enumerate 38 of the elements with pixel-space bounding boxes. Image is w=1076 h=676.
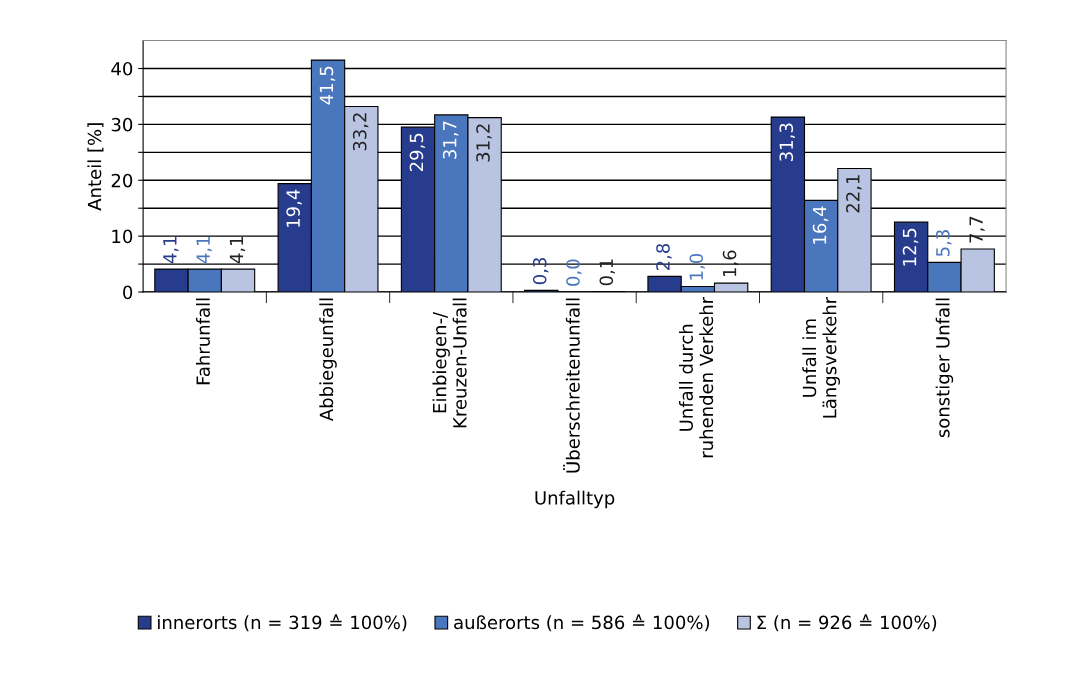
x-tick-label: Unfall im Längsverkehr	[802, 296, 840, 418]
x-tick-label: Unfall durch ruhenden Verkehr	[679, 296, 714, 458]
y-tick-label: 30	[111, 117, 133, 132]
y-tick-label: 0	[123, 285, 133, 300]
data-label: 29,5	[409, 133, 426, 172]
data-label: 12,5	[902, 228, 919, 266]
y-axis-title: Anteil [%]	[87, 123, 104, 211]
legend-label: außerorts (n = 586 ≙ 100%)	[454, 614, 710, 632]
data-label: 31,2	[476, 124, 492, 162]
x-tick-label: Abbiegeunfall	[319, 298, 337, 422]
data-label: 5,3	[936, 230, 952, 256]
x-tick-label: Fahrunfall	[196, 298, 210, 385]
data-label: 0,0	[566, 259, 582, 286]
data-label: 33,2	[352, 113, 369, 151]
data-label: 0,1	[599, 259, 615, 286]
y-tick-label: 10	[112, 229, 133, 244]
data-label: 41,5	[319, 66, 336, 105]
data-label: 22,1	[846, 175, 862, 213]
x-tick-label: Überschreitenunfall	[563, 298, 580, 473]
x-axis-title: Unfalltyp	[535, 490, 615, 509]
data-label: 7,7	[969, 216, 985, 243]
y-tick-label: 20	[111, 173, 133, 188]
data-label: 4,1	[229, 237, 246, 264]
legend-label: Σ (n = 926 ≙ 100%)	[757, 614, 937, 632]
data-label: 16,4	[812, 206, 829, 244]
data-label: 31,3	[779, 123, 795, 161]
data-label: 2,8	[656, 243, 672, 271]
data-label: 1,6	[722, 250, 739, 277]
data-label: 0,3	[532, 258, 549, 285]
x-tick-label: sonstiger Unfall	[935, 298, 954, 438]
legend-label: innerorts (n = 319 ≙ 100%)	[158, 614, 407, 632]
data-label: 4,1	[196, 237, 212, 264]
data-label: 19,4	[286, 189, 302, 227]
data-label: 1,0	[689, 253, 705, 280]
x-tick-label: Einbiegen-/ Kreuzen-Unfall	[432, 298, 467, 428]
y-tick-label: 40	[111, 61, 133, 76]
data-label: 4,1	[163, 237, 179, 264]
data-label: 31,7	[442, 121, 459, 159]
